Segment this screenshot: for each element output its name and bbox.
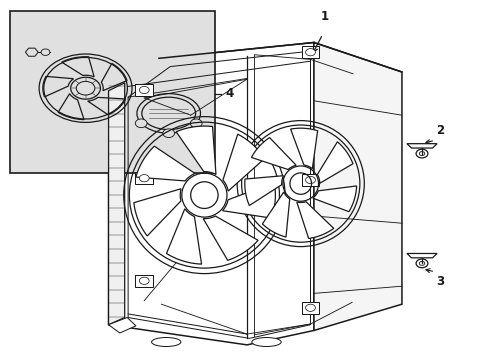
Polygon shape (223, 134, 264, 191)
Text: 1: 1 (321, 10, 328, 23)
FancyBboxPatch shape (301, 46, 319, 58)
Polygon shape (108, 83, 124, 325)
Polygon shape (134, 189, 181, 236)
Text: 2: 2 (435, 124, 443, 137)
Ellipse shape (151, 338, 181, 346)
Polygon shape (312, 186, 356, 212)
Text: 3: 3 (435, 275, 443, 288)
Polygon shape (203, 216, 258, 260)
Polygon shape (108, 318, 136, 333)
Circle shape (139, 277, 149, 284)
Polygon shape (222, 183, 275, 218)
FancyBboxPatch shape (135, 172, 153, 184)
Polygon shape (244, 176, 283, 206)
Polygon shape (317, 142, 352, 183)
FancyBboxPatch shape (301, 174, 319, 186)
Circle shape (305, 49, 315, 56)
Circle shape (41, 49, 50, 55)
Circle shape (418, 152, 424, 156)
Polygon shape (251, 138, 296, 170)
FancyBboxPatch shape (135, 275, 153, 287)
Polygon shape (176, 126, 216, 175)
Circle shape (135, 119, 147, 128)
Circle shape (418, 261, 424, 265)
Polygon shape (406, 144, 436, 148)
Polygon shape (166, 209, 201, 264)
Circle shape (415, 149, 427, 158)
Polygon shape (290, 128, 317, 168)
Polygon shape (296, 202, 333, 238)
Circle shape (190, 119, 202, 128)
FancyBboxPatch shape (135, 84, 153, 96)
Text: 4: 4 (225, 87, 234, 100)
Polygon shape (406, 253, 436, 258)
Polygon shape (25, 48, 38, 56)
Circle shape (139, 175, 149, 182)
Polygon shape (136, 146, 195, 181)
FancyBboxPatch shape (10, 11, 215, 173)
Circle shape (305, 176, 315, 184)
FancyBboxPatch shape (301, 302, 319, 314)
Circle shape (163, 129, 174, 138)
Ellipse shape (251, 338, 281, 346)
Circle shape (139, 86, 149, 94)
Circle shape (415, 259, 427, 268)
Polygon shape (108, 42, 313, 345)
Circle shape (305, 304, 315, 311)
Polygon shape (313, 42, 401, 330)
Polygon shape (262, 192, 289, 237)
